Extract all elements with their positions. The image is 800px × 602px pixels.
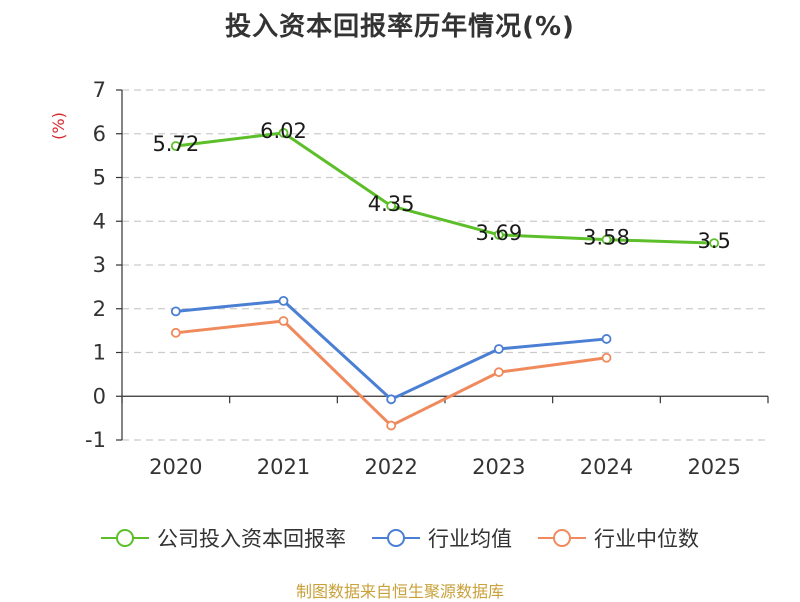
data-point-0 (170, 141, 181, 151)
data-point-1 (493, 344, 504, 354)
data-labels: 5.72 6.02 4.35 3.69 3.58 3.5 (152, 119, 730, 253)
data-point-0 (386, 201, 397, 211)
data-label: 3.58 (583, 226, 630, 250)
legend-item-company-roic[interactable]: 公司投入资本回报率 (101, 523, 346, 553)
y-tick-label: 3 (93, 253, 106, 277)
data-point-2 (170, 327, 181, 338)
x-tick-label: 2025 (687, 455, 740, 479)
data-point-0 (493, 229, 504, 240)
data-source-note: 制图数据来自恒生聚源数据库 (295, 582, 504, 601)
y-tick-label: 7 (93, 78, 106, 102)
series-line-0 (175, 131, 715, 245)
series-line-1 (175, 299, 607, 401)
data-point-0 (601, 234, 612, 245)
y-tick-label: 2 (93, 297, 106, 321)
y-tick-label: 4 (93, 209, 106, 233)
data-label: 6.02 (260, 119, 307, 143)
data-point-1 (386, 394, 397, 405)
y-axis-label: (%) (49, 112, 68, 140)
y-tick-label: 1 (93, 341, 106, 365)
x-tick-label: 2022 (364, 455, 417, 479)
legend-label: 行业均值 (428, 527, 512, 551)
series-line-2 (175, 319, 607, 428)
y-tick-label: 0 (93, 384, 106, 408)
legend-label: 行业中位数 (594, 527, 699, 551)
gridlines (122, 89, 768, 441)
legend: 公司投入资本回报率 行业均值 行业中位数 (0, 520, 800, 556)
x-tick-label: 2020 (149, 455, 202, 479)
data-point-2 (601, 352, 612, 363)
y-tick-label: 5 (93, 166, 106, 190)
legend-line-marker-icon (372, 529, 420, 547)
legend-label: 公司投入资本回报率 (157, 527, 346, 551)
y-tick-label: 6 (93, 122, 106, 146)
legend-item-industry-median[interactable]: 行业中位数 (538, 523, 699, 553)
x-tick-label: 2021 (257, 455, 310, 479)
data-label: 3.69 (475, 221, 522, 245)
chart-title: 投入资本回报率历年情况(%) (225, 12, 575, 42)
data-point-2 (386, 420, 397, 431)
x-tick-label: 2023 (472, 455, 525, 479)
axes: 7 6 5 4 3 2 1 0 -1 2020 2021 2022 2023 2024 2025 (%) (49, 78, 769, 479)
x-tick-label: 2024 (580, 455, 633, 479)
line-chart: 7 6 5 4 3 2 1 0 -1 2020 2021 2022 2023 2024 2025 (%) 5.… (49, 78, 769, 479)
legend-line-marker-icon (101, 529, 149, 547)
data-label: 3.5 (697, 229, 730, 253)
data-label: 5.72 (152, 132, 199, 156)
data-point-2 (493, 367, 504, 378)
legend-item-industry-mean[interactable]: 行业均值 (372, 523, 512, 553)
data-point-1 (601, 334, 612, 344)
data-point-0 (709, 238, 720, 249)
data-point-1 (278, 295, 289, 306)
data-label: 4.35 (368, 192, 415, 216)
legend-line-marker-icon (538, 529, 586, 547)
data-point-0 (278, 127, 289, 138)
data-point-2 (278, 316, 289, 326)
series (170, 127, 720, 431)
data-point-1 (170, 306, 181, 317)
y-tick-label: -1 (85, 428, 106, 452)
